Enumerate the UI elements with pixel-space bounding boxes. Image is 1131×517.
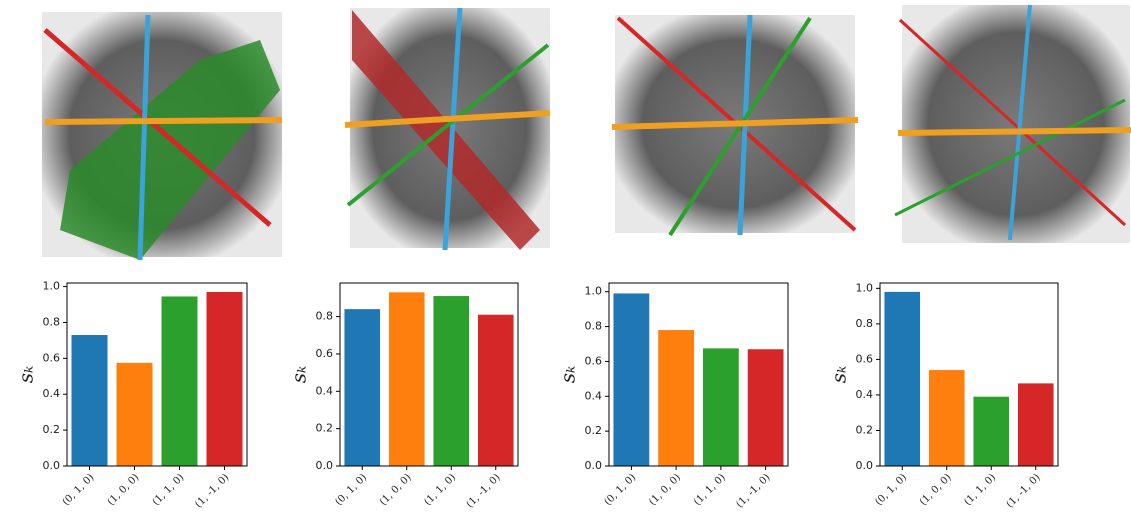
x-tick-label: (1, 0, 0) (378, 472, 414, 508)
bar (747, 349, 784, 466)
y-tick-label: 1.0 (585, 285, 603, 298)
y-axis-label: sₖ (14, 366, 38, 384)
bar (71, 335, 108, 466)
axes-frame (339, 282, 519, 467)
x-tick-label: (0, 1, 0) (873, 472, 909, 508)
x-tick-label: (0, 1, 0) (333, 472, 369, 508)
y-tick-label: 0.8 (585, 320, 603, 333)
bar-chart: (0, 1, 0) (1, 0, 0) (1, 1, 0) (1, -1, 0) 0.0… (14, 280, 248, 510)
y-tick-label: 0.8 (316, 310, 334, 323)
y-axis-label: sₖ (287, 366, 311, 384)
bar (433, 296, 470, 466)
bar-chart: (0, 1, 0) (1, 0, 0) (1, 1, 0) (1, -1, 0) 0.0… (287, 282, 519, 510)
x-tick-label: (1, 0, 0) (918, 472, 954, 508)
x-tick-label: (1, 0, 0) (106, 472, 142, 508)
y-tick-label: 0.4 (585, 389, 603, 402)
image-1 (42, 12, 283, 261)
axes-frame (66, 282, 248, 467)
axes-frame (608, 282, 789, 467)
y-tick-label: 1.0 (856, 281, 874, 294)
bar (973, 396, 1010, 466)
x-tick-label: (1, -1, 0) (193, 472, 231, 510)
bar (613, 293, 650, 466)
y-axis-label: sₖ (827, 366, 851, 384)
bar (702, 348, 739, 466)
bar (161, 296, 198, 466)
bar-chart: (0, 1, 0) (1, 0, 0) (1, 1, 0) (1, -1, 0) 0.0… (827, 281, 1059, 510)
bar (1017, 383, 1054, 466)
y-tick-label: 0.4 (316, 384, 334, 397)
y-tick-label: 0.6 (43, 351, 61, 364)
axes-frame (879, 282, 1059, 467)
y-tick-label: 0.8 (856, 317, 874, 330)
bar (928, 370, 965, 466)
x-tick-label: (0, 1, 0) (61, 472, 97, 508)
bar (116, 362, 153, 466)
x-tick-label: (1, 1, 0) (692, 472, 728, 508)
x-tick-label: (0, 1, 0) (602, 472, 638, 508)
y-tick-label: 0.2 (316, 422, 334, 435)
y-tick-label: 0.6 (316, 347, 334, 360)
bar (388, 292, 425, 466)
bar (344, 309, 381, 466)
bar (658, 330, 695, 466)
bar (206, 291, 243, 466)
y-tick-label: 0.0 (43, 459, 61, 472)
y-tick-label: 0.6 (585, 354, 603, 367)
y-tick-label: 0.0 (316, 459, 334, 472)
y-tick-label: 0.2 (585, 424, 603, 437)
x-tick-label: (1, 0, 0) (647, 472, 683, 508)
x-tick-label: (1, -1, 0) (734, 472, 772, 510)
image-3 (611, 14, 859, 237)
x-tick-label: (1, -1, 0) (464, 472, 502, 510)
y-tick-label: 0.2 (43, 423, 61, 436)
y-tick-label: 0.4 (43, 387, 61, 400)
x-tick-label: (1, -1, 0) (1004, 472, 1042, 510)
bar (477, 314, 514, 466)
y-tick-label: 1.0 (43, 280, 61, 293)
x-tick-label: (1, 1, 0) (422, 472, 458, 508)
bar-chart: (0, 1, 0) (1, 0, 0) (1, 1, 0) (1, -1, 0) 0.0… (556, 282, 789, 510)
x-tick-label: (1, 1, 0) (151, 472, 187, 508)
y-tick-label: 0.2 (856, 423, 874, 436)
y-axis-label: sₖ (556, 366, 580, 384)
y-tick-label: 0.4 (856, 388, 874, 401)
y-tick-label: 0.0 (856, 459, 874, 472)
y-tick-label: 0.6 (856, 352, 874, 365)
bar (884, 291, 921, 466)
y-tick-label: 0.0 (585, 459, 603, 472)
image-4 (894, 4, 1131, 243)
y-tick-label: 0.8 (43, 315, 61, 328)
x-tick-label: (1, 1, 0) (962, 472, 998, 508)
image-2 (344, 7, 551, 251)
